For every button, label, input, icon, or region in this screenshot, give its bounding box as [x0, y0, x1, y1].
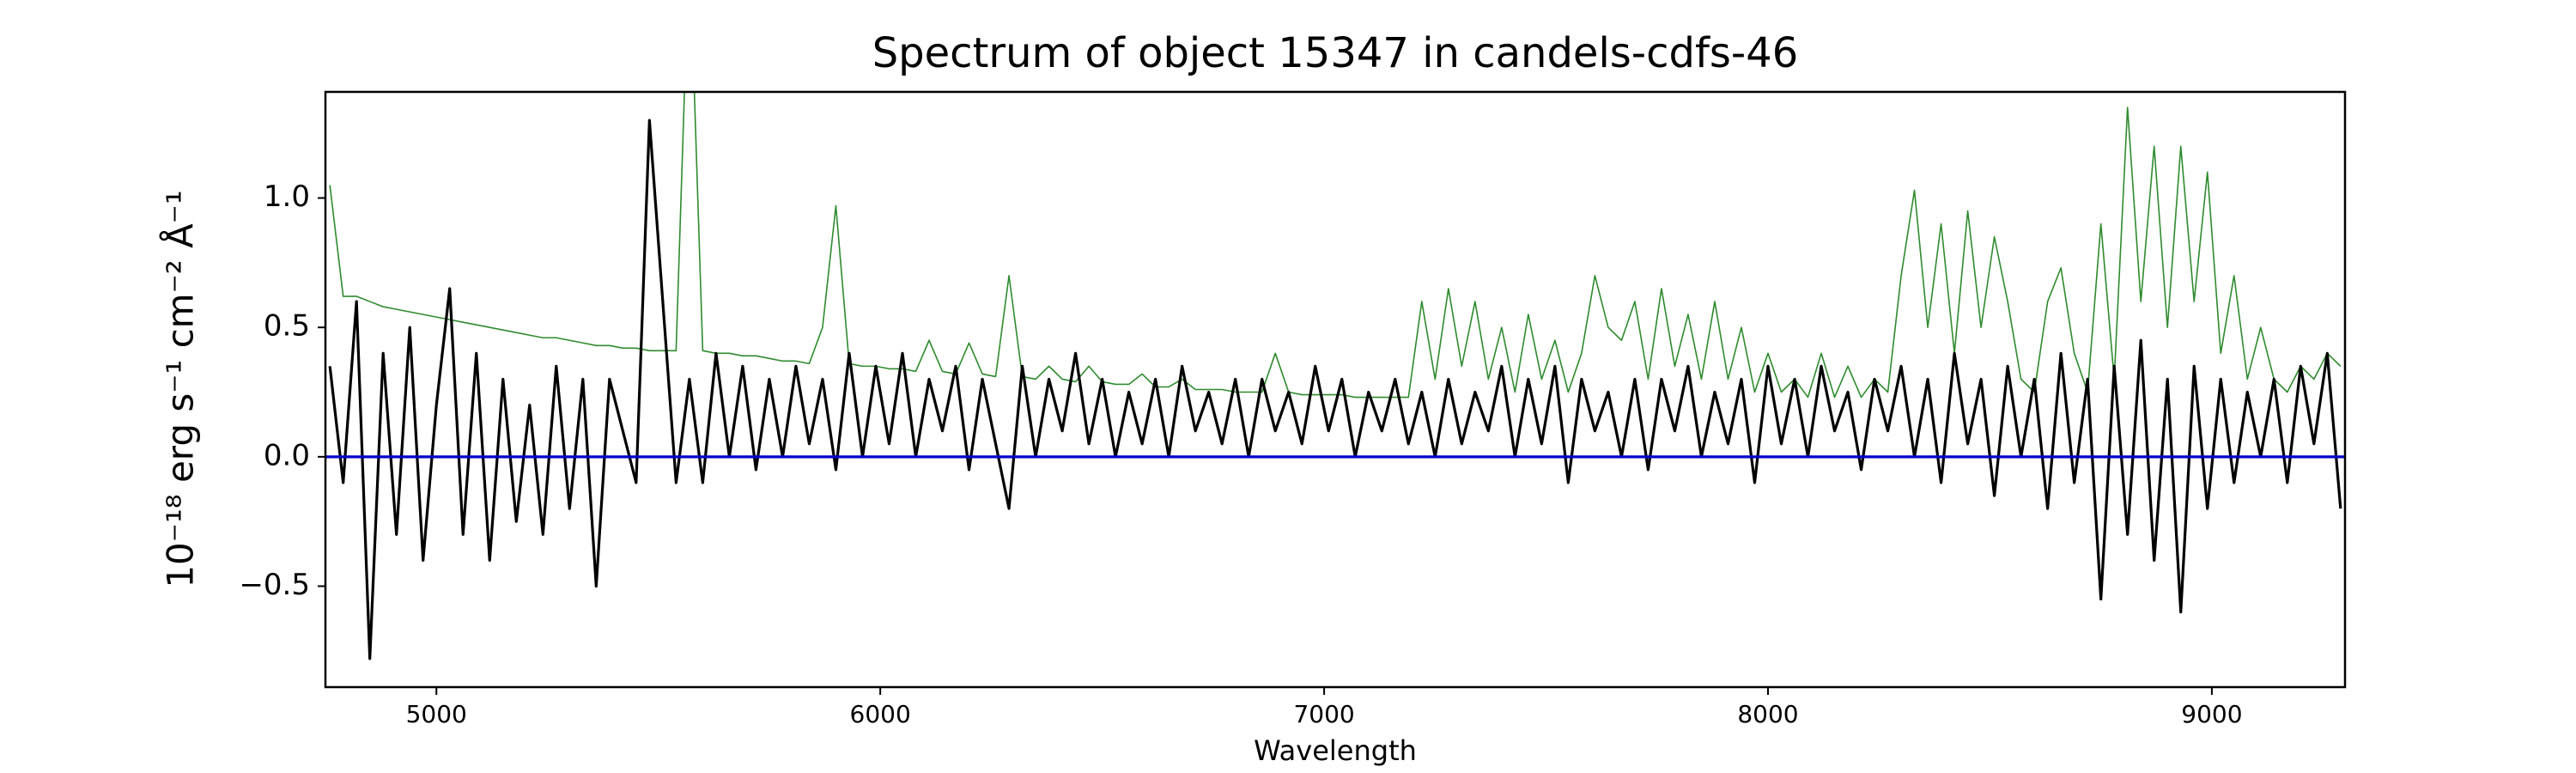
- x-tick-label: 9000: [2181, 700, 2242, 728]
- y-tick-label: 0.0: [264, 438, 310, 472]
- spectrum-line: [328, 119, 2342, 660]
- axes-frame: [324, 90, 2347, 689]
- x-tick-label: 6000: [850, 700, 911, 728]
- y-tick-label: 1.0: [264, 180, 310, 214]
- chart-title: Spectrum of object 15347 in candels-cdfs…: [872, 29, 1799, 77]
- spectrum-line: [329, 92, 2342, 399]
- x-axis-label: Wavelength: [1254, 734, 1417, 767]
- plot-area: [325, 92, 2345, 660]
- y-tick-label: 0.5: [264, 309, 310, 344]
- x-tick-label: 5000: [406, 700, 467, 728]
- x-tick-label: 8000: [1737, 700, 1798, 728]
- y-axis-label: 10⁻¹⁸ erg s⁻¹ cm⁻² Å⁻¹: [159, 190, 202, 587]
- x-tick-label: 7000: [1293, 700, 1354, 728]
- y-tick-label: −0.5: [239, 568, 310, 602]
